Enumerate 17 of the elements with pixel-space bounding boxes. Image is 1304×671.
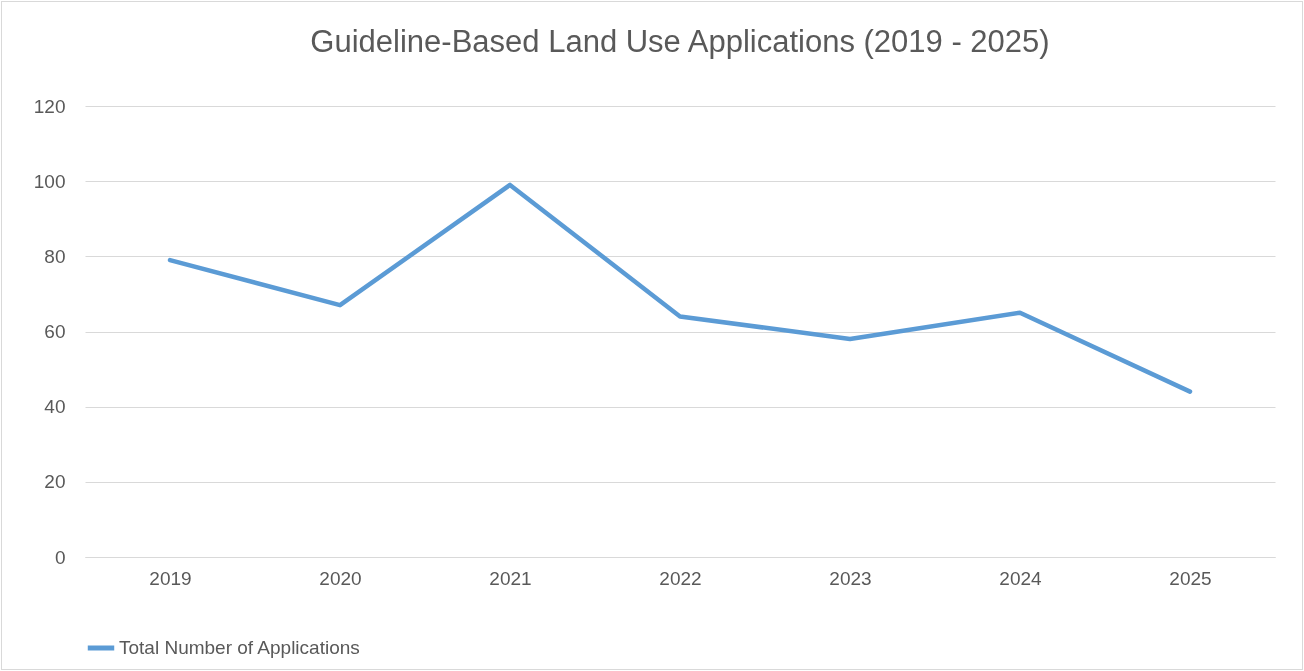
x-tick-label: 2021 — [489, 567, 532, 589]
x-tick-label: 2022 — [659, 567, 702, 589]
line-series — [167, 182, 1193, 394]
y-tick-label: 100 — [33, 170, 66, 192]
legend-label: Total Number of Applications — [119, 637, 360, 658]
y-tick-label: 40 — [44, 396, 66, 418]
y-tick-label: 0 — [54, 546, 66, 568]
y-tick-label: 20 — [44, 471, 66, 493]
y-tick-label: 60 — [44, 321, 66, 342]
x-tick-label: 2025 — [1169, 567, 1212, 589]
x-tick-label: 2020 — [319, 567, 362, 589]
y-tick-label: 120 — [33, 95, 66, 117]
x-tick-label: 2019 — [149, 567, 192, 589]
x-tick-label: 2024 — [999, 567, 1043, 589]
y-tick-label: 80 — [44, 245, 66, 267]
chart-title: Guideline-Based Land Use Applications (2019 - 2025) — [310, 24, 1050, 59]
x-tick-label: 2023 — [829, 567, 872, 589]
